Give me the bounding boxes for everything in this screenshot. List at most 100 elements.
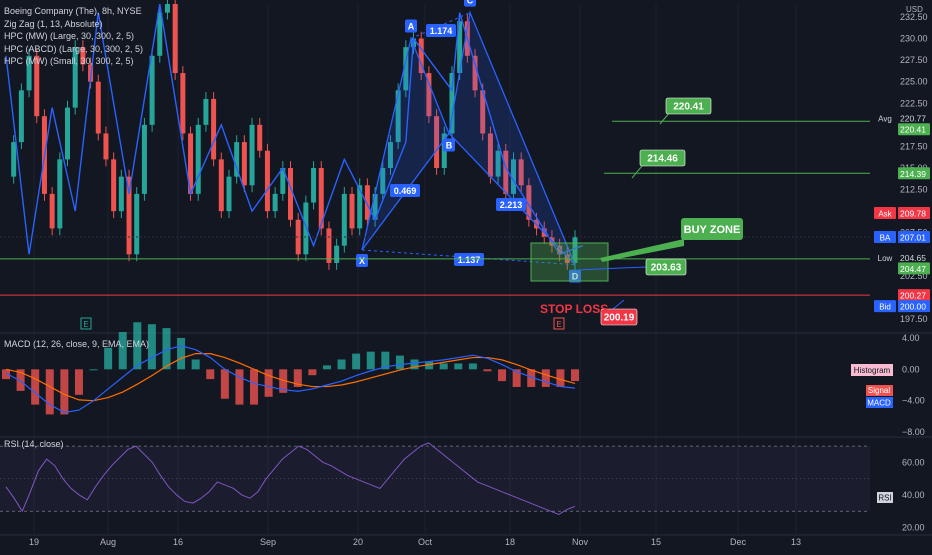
price-label-value: 214.39	[900, 169, 926, 179]
buy-zone-label: BUY ZONE	[684, 224, 741, 236]
candle-body	[526, 185, 532, 220]
x-tick-label: 13	[791, 537, 801, 547]
candle-body	[395, 90, 401, 143]
macd-legend[interactable]: MACD (12, 26, close, 9, EMA, EMA)	[4, 339, 150, 349]
pattern-ratio-label: 1.137	[458, 255, 481, 265]
legend-indicator[interactable]: HPC (ABCD) (Large, 30, 300, 2, 5)	[4, 43, 144, 54]
x-tick-label: 20	[353, 537, 363, 547]
macd-histogram-bar	[483, 369, 492, 372]
candle-body	[11, 142, 17, 177]
target-label-1-bg	[665, 97, 712, 115]
macd-histogram-bar	[308, 369, 317, 376]
pattern-ratio-label-bg	[426, 24, 456, 37]
macd-histogram-bar	[395, 355, 404, 370]
price-label-value: 200.00	[900, 302, 926, 312]
macd-tag-signal: Signal	[868, 386, 890, 395]
target-label-2-bg	[639, 149, 686, 167]
macd-signal-line	[5, 353, 576, 402]
candle-body	[95, 81, 101, 134]
macd-histogram-bar	[337, 359, 346, 370]
candle-body	[141, 124, 147, 194]
macd-histogram-bar	[541, 369, 550, 387]
candle-body	[295, 219, 301, 255]
candle-body	[280, 168, 286, 194]
candle-body	[457, 21, 463, 74]
legend-symbol[interactable]: Boeing Company (The), 8h, NYSE	[4, 6, 142, 16]
candle-body	[510, 159, 516, 194]
macd-histogram-bar	[104, 347, 113, 370]
candle-body	[288, 168, 293, 220]
macd-histogram-bar	[468, 363, 477, 370]
rsi-band	[0, 446, 870, 512]
macd-histogram-bar	[177, 337, 186, 370]
stop-pointer	[612, 299, 625, 310]
price-tick-label: 217.50	[900, 141, 928, 151]
candle-body	[418, 38, 424, 74]
pattern-ratio-label-bg	[454, 253, 484, 266]
macd-histogram-group	[2, 322, 579, 415]
candle-body	[349, 193, 355, 229]
macd-tag-bg	[866, 385, 893, 396]
macd-histogram-bar	[206, 369, 215, 380]
candle-body	[111, 159, 117, 212]
pattern-triangle-xab	[361, 36, 450, 251]
x-tick-label: Sep	[260, 537, 276, 547]
macd-tick-label: −8.00	[902, 427, 925, 437]
target-label-2: 214.46	[647, 154, 678, 165]
candle-body	[180, 73, 186, 134]
candle-body	[380, 168, 386, 194]
rsi-line	[5, 442, 576, 516]
price-label-bg	[898, 289, 930, 302]
candle-body	[572, 237, 578, 263]
candle-body	[357, 185, 363, 229]
macd-histogram-bar	[133, 322, 142, 370]
macd-histogram-bar	[89, 369, 98, 371]
rsi-tick-label: 20.00	[902, 522, 925, 532]
candle-body	[311, 168, 317, 203]
pattern-point-label: A	[408, 22, 415, 32]
candle-body	[518, 159, 524, 186]
candle-body	[72, 47, 78, 108]
price-tick-label: 225.00	[900, 77, 928, 87]
macd-histogram-bar	[60, 369, 69, 415]
x-tick-label: Oct	[418, 537, 433, 547]
price-tick-label: 227.50	[900, 55, 928, 65]
legend-indicator[interactable]: Zig Zag (1, 13, Absolute)	[4, 18, 103, 29]
candle-body	[195, 124, 201, 194]
candle-body	[118, 176, 124, 212]
macd-histogram-bar	[322, 365, 331, 370]
price-label-bg	[898, 262, 930, 275]
price-label-tag: Ask	[878, 210, 892, 219]
pattern-ratio-label: 1.174	[430, 26, 453, 36]
macd-histogram-bar	[571, 369, 579, 382]
candle-body	[80, 47, 86, 65]
price-label-tag: BA	[880, 233, 891, 242]
earnings-marker-text: E	[556, 320, 561, 329]
candle-body	[449, 73, 455, 134]
candles-group	[11, 0, 578, 270]
macd-histogram-bar	[2, 369, 10, 380]
pattern-point-label: D	[572, 272, 579, 282]
price-label-bg	[898, 251, 930, 264]
legend-indicator[interactable]: HPC (MW) (Small, 30, 300, 2, 5)	[4, 56, 134, 66]
macd-histogram-bar	[512, 369, 521, 387]
earnings-marker-text: E	[83, 320, 88, 329]
candle-body	[57, 159, 63, 229]
price-label-value: 220.41	[900, 125, 926, 135]
x-tick-label: 18	[505, 537, 515, 547]
entry-label: 203.63	[651, 263, 682, 274]
candle-body	[203, 98, 209, 125]
legend-indicator[interactable]: HPC (MW) (Large, 30, 300, 2, 5)	[4, 31, 135, 41]
x-tick-label: Nov	[572, 537, 589, 547]
candle-body	[149, 55, 155, 125]
macd-line	[5, 345, 576, 414]
macd-histogram-bar	[16, 369, 25, 391]
price-tick-label: 230.00	[900, 34, 928, 44]
pattern-ratio-label: 2.213	[500, 200, 523, 210]
candle-body	[241, 142, 247, 186]
zigzag-line	[5, 3, 583, 256]
candle-body	[434, 116, 440, 168]
rsi-legend[interactable]: RSI (14, close)	[4, 439, 64, 449]
candle-body	[426, 73, 432, 117]
